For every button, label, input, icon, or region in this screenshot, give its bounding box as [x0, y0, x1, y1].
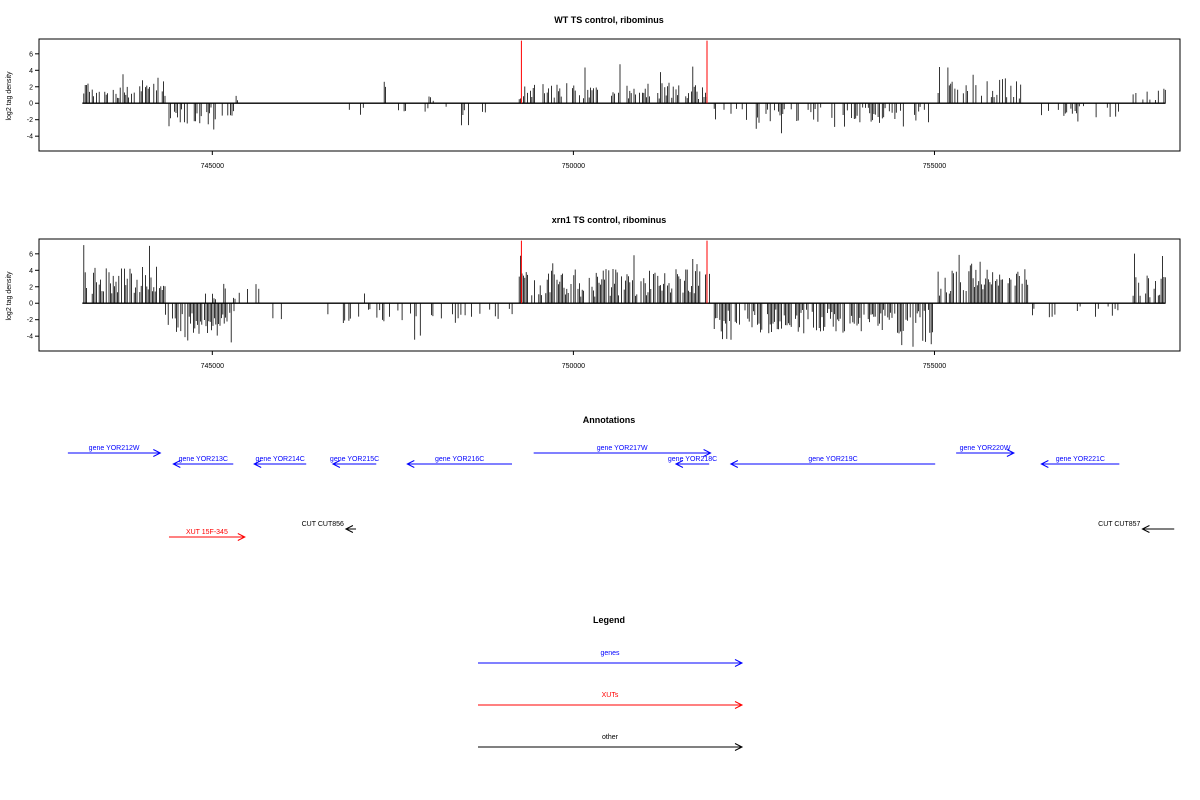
feature-label: gene YOR215C — [330, 456, 379, 463]
arrow-head-icon — [344, 525, 354, 533]
annotation-gene: gene YOR212W — [67, 445, 162, 457]
arrow-head-icon — [1141, 525, 1150, 533]
y-tick-label: 0 — [29, 301, 33, 308]
wt-signal-panel: WT TS control, ribominus log2 tag densit… — [6, 15, 1181, 170]
annotation-xut: XUT 15F-345 — [168, 529, 246, 541]
x-tick-label: 745000 — [201, 363, 224, 370]
arrow-head-icon — [331, 460, 341, 468]
arrow-head-icon — [674, 460, 684, 468]
arrow-head-icon — [253, 460, 262, 468]
wt-plot-frame — [38, 38, 1181, 152]
annotations-title: Annotations — [583, 415, 636, 425]
feature-label: gene YOR212W — [89, 445, 140, 452]
y-tick-label: 0 — [29, 101, 33, 108]
annotation-other: CUT CUT857 — [1098, 521, 1175, 533]
legend-item: other — [478, 734, 744, 751]
xrn1-y-axis-label: log2 tag density — [6, 271, 13, 321]
xrn1-panel-title: xrn1 TS control, ribominus — [552, 215, 667, 225]
annotation-gene: gene YOR216C — [406, 456, 513, 468]
arrow-head-icon — [1040, 460, 1049, 468]
arrow-head-icon — [729, 460, 739, 468]
feature-label: gene YOR220W — [960, 445, 1011, 452]
arrow-head-icon — [1006, 449, 1016, 457]
legend-label: other — [602, 734, 619, 741]
x-tick-label: 750000 — [562, 163, 585, 170]
wt-panel-title: WT TS control, ribominus — [554, 15, 664, 25]
arrow-head-icon — [153, 449, 162, 457]
feature-label: gene YOR218C — [668, 456, 717, 463]
x-tick-label: 755000 — [923, 363, 946, 370]
annotation-gene: gene YOR215C — [330, 456, 379, 468]
y-tick-label: -4 — [27, 334, 33, 341]
arrow-head-icon — [734, 743, 744, 751]
feature-label: gene YOR219C — [808, 456, 857, 463]
arrow-head-icon — [237, 533, 246, 541]
legend-label: XUTs — [602, 692, 619, 699]
y-tick-label: -2 — [27, 117, 33, 124]
y-tick-label: -2 — [27, 317, 33, 324]
x-tick-label: 755000 — [923, 163, 946, 170]
feature-label: gene YOR213C — [179, 456, 228, 463]
arrow-head-icon — [734, 659, 744, 667]
annotation-gene: gene YOR221C — [1040, 456, 1120, 468]
feature-label: gene YOR216C — [435, 456, 484, 463]
xrn1-signal-panel: xrn1 TS control, ribominus log2 tag dens… — [6, 215, 1181, 370]
x-tick-label: 750000 — [562, 363, 585, 370]
feature-label: gene YOR221C — [1056, 456, 1105, 463]
wt-red-markers — [520, 40, 708, 104]
annotation-gene: gene YOR218C — [668, 456, 717, 468]
annotation-features: gene YOR212W gene YOR213C gene YOR214C gene… — [67, 445, 1175, 541]
feature-label: CUT CUT857 — [1098, 521, 1140, 528]
annotation-gene: gene YOR219C — [729, 456, 936, 468]
wt-signal-bars — [83, 64, 1166, 134]
annotation-other: CUT CUT856 — [302, 521, 357, 533]
xrn1-red-markers — [520, 240, 708, 304]
annotation-gene: gene YOR214C — [253, 456, 307, 468]
legend-label: genes — [600, 650, 620, 657]
xrn1-plot-frame — [38, 238, 1181, 352]
legend-title: Legend — [593, 615, 625, 625]
arrow-head-icon — [703, 449, 712, 457]
wt-y-axis-label: log2 tag density — [6, 71, 13, 121]
y-tick-label: 4 — [29, 268, 33, 275]
feature-label: gene YOR214C — [256, 456, 305, 463]
arrow-head-icon — [406, 460, 415, 468]
feature-label: CUT CUT856 — [302, 521, 344, 528]
arrow-head-icon — [172, 460, 181, 468]
annotation-gene: gene YOR220W — [956, 445, 1016, 457]
legend: Legend genes XUTs other — [478, 615, 744, 751]
y-tick-label: -4 — [27, 134, 33, 141]
legend-items: genes XUTs other — [478, 650, 744, 751]
feature-label: gene YOR217W — [597, 445, 648, 452]
xrn1-axis-ticks: -4 -2 0 2 4 6 745000 750000 755000 — [27, 251, 946, 370]
legend-item: XUTs — [478, 692, 744, 709]
annotation-gene: gene YOR217W — [533, 445, 712, 457]
xrn1-signal-bars — [83, 245, 1166, 347]
x-tick-label: 745000 — [201, 163, 224, 170]
legend-item: genes — [478, 650, 744, 667]
y-tick-label: 2 — [29, 84, 33, 91]
y-tick-label: 2 — [29, 284, 33, 291]
y-tick-label: 6 — [29, 51, 33, 58]
arrow-head-icon — [734, 701, 744, 709]
annotation-gene: gene YOR213C — [172, 456, 234, 468]
y-tick-label: 4 — [29, 68, 33, 75]
feature-label: XUT 15F-345 — [186, 529, 228, 536]
wt-axis-ticks: -4 -2 0 2 4 6 745000 750000 755000 — [27, 51, 946, 170]
y-tick-label: 6 — [29, 251, 33, 258]
